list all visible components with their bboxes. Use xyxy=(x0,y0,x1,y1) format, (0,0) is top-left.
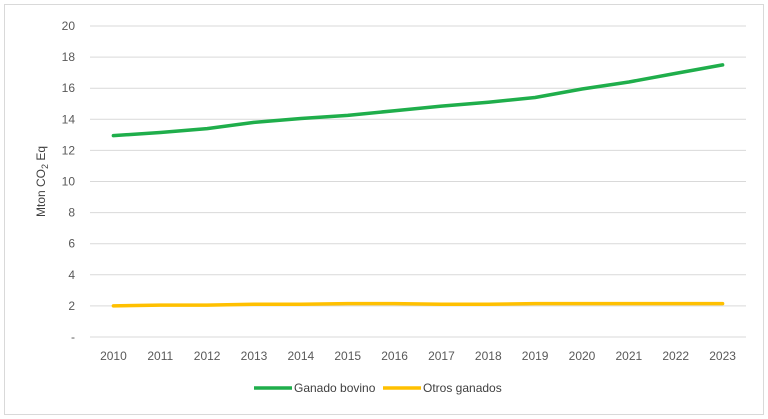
x-tick-label: 2022 xyxy=(662,349,689,363)
x-tick-label: 2014 xyxy=(288,349,315,363)
data-point-ganado-bovino xyxy=(159,131,162,134)
data-point-otros-ganados xyxy=(440,303,443,306)
x-tick-label: 2021 xyxy=(616,349,643,363)
data-point-otros-ganados xyxy=(299,303,302,306)
series-lines xyxy=(111,63,725,308)
data-point-ganado-bovino xyxy=(581,87,584,90)
x-tick-label: 2023 xyxy=(709,349,736,363)
data-point-otros-ganados xyxy=(534,302,537,305)
data-point-ganado-bovino xyxy=(440,105,443,108)
data-point-otros-ganados xyxy=(581,302,584,305)
x-tick-label: 2013 xyxy=(241,349,268,363)
data-point-otros-ganados xyxy=(206,304,209,307)
y-tick-label: - xyxy=(71,330,75,344)
series-line-ganado-bovino xyxy=(111,63,725,138)
y-tick-label: 18 xyxy=(62,50,76,64)
y-tick-label: 20 xyxy=(62,19,76,33)
data-point-otros-ganados xyxy=(253,303,256,306)
legend-label-ganado-bovino: Ganado bovino xyxy=(294,381,376,395)
gridlines xyxy=(90,25,746,338)
data-point-ganado-bovino xyxy=(112,134,115,137)
data-point-ganado-bovino xyxy=(346,114,349,117)
y-tick-label: 6 xyxy=(68,237,75,251)
x-tick-label: 2015 xyxy=(334,349,361,363)
y-axis-title-suffix: Eq xyxy=(34,146,48,164)
x-tick-label: 2011 xyxy=(147,349,173,363)
x-tick-label: 2012 xyxy=(194,349,221,363)
data-point-otros-ganados xyxy=(487,303,490,306)
data-point-otros-ganados xyxy=(159,304,162,307)
data-point-otros-ganados xyxy=(393,302,396,305)
data-point-ganado-bovino xyxy=(674,72,677,75)
series-line-otros-ganados xyxy=(111,301,725,308)
y-axis-ticks: - 2 4 6 8 10 12 14 16 18 20 xyxy=(62,19,76,344)
y-tick-label: 2 xyxy=(68,299,75,313)
y-tick-label: 4 xyxy=(68,268,75,282)
y-tick-label: 12 xyxy=(62,143,76,157)
legend-label-otros-ganados: Otros ganados xyxy=(423,381,502,395)
data-point-ganado-bovino xyxy=(534,96,537,99)
y-axis-title-subscript: 2 xyxy=(40,164,50,169)
x-tick-label: 2017 xyxy=(428,349,455,363)
x-tick-label: 2020 xyxy=(569,349,596,363)
y-axis-title-base: Mton CO xyxy=(34,169,48,217)
data-point-ganado-bovino xyxy=(487,101,490,104)
data-point-ganado-bovino xyxy=(721,63,724,66)
data-point-ganado-bovino xyxy=(299,117,302,120)
x-tick-label: 2019 xyxy=(522,349,549,363)
y-tick-label: 10 xyxy=(62,175,76,189)
data-point-otros-ganados xyxy=(674,302,677,305)
data-point-ganado-bovino xyxy=(393,109,396,112)
chart-frame xyxy=(4,4,764,415)
x-tick-label: 2016 xyxy=(381,349,408,363)
data-point-otros-ganados xyxy=(112,304,115,307)
y-tick-label: 14 xyxy=(62,112,76,126)
x-axis-ticks: 2010 2011 2012 2013 2014 2015 2016 2017 2018 2019… xyxy=(100,349,736,363)
y-axis-title: Mton CO2 Eq xyxy=(34,146,50,217)
data-point-ganado-bovino xyxy=(206,127,209,130)
data-point-ganado-bovino xyxy=(627,80,630,83)
x-tick-label: 2018 xyxy=(475,349,502,363)
x-tick-label: 2010 xyxy=(100,349,127,363)
legend: Ganado bovino Otros ganados xyxy=(254,381,502,395)
data-point-otros-ganados xyxy=(346,302,349,305)
data-point-otros-ganados xyxy=(721,302,724,305)
y-tick-label: 8 xyxy=(68,206,75,220)
y-tick-label: 16 xyxy=(62,81,76,95)
data-point-otros-ganados xyxy=(627,302,630,305)
data-point-ganado-bovino xyxy=(253,121,256,124)
